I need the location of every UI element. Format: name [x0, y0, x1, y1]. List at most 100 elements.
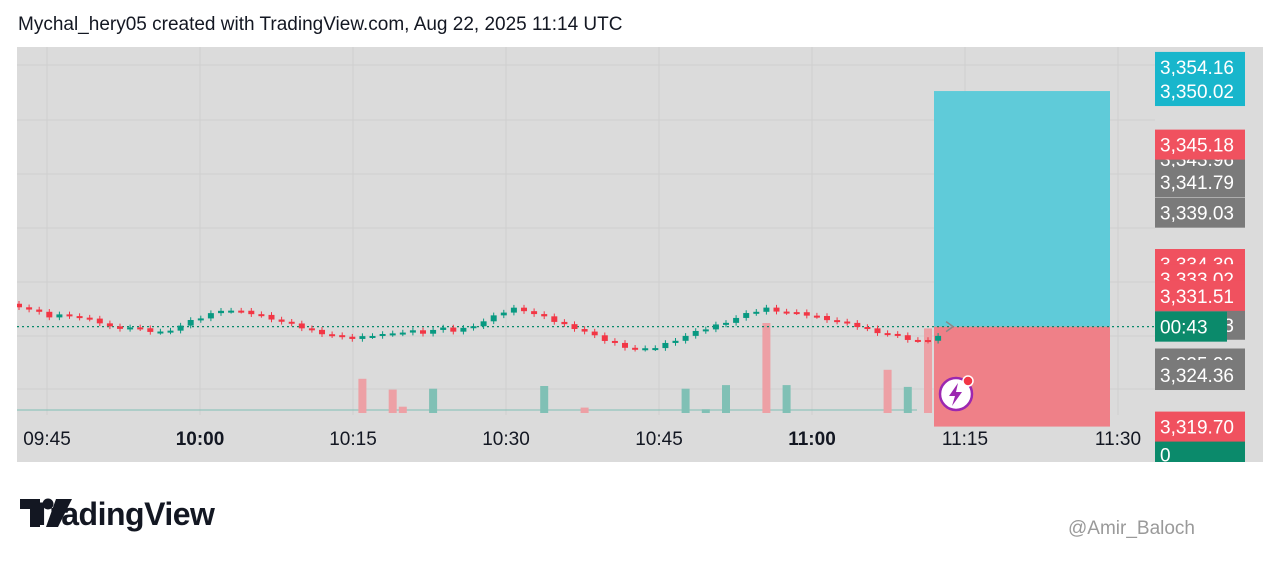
- price-label-partial: 3,354.16: [1160, 58, 1234, 79]
- candle: [86, 317, 93, 320]
- candle: [137, 327, 144, 330]
- candle: [197, 318, 204, 321]
- candle: [894, 333, 901, 336]
- candle: [531, 311, 538, 315]
- candle: [238, 310, 245, 313]
- price-label: 3,339.03: [1160, 204, 1234, 225]
- candle: [379, 334, 386, 337]
- candle: [409, 330, 416, 333]
- price-label: 3,341.79: [1160, 173, 1234, 194]
- stop-zone: [934, 326, 1110, 427]
- candle: [359, 336, 366, 339]
- candle: [56, 314, 63, 318]
- candle: [187, 320, 194, 326]
- countdown-bg: [1155, 311, 1227, 342]
- x-tick-label: 10:00: [176, 429, 225, 450]
- candle: [167, 330, 174, 333]
- candle: [521, 307, 527, 312]
- price-label: 3,331.51: [1160, 287, 1234, 308]
- candle: [581, 329, 588, 332]
- candle: [773, 307, 780, 312]
- candle: [207, 313, 214, 319]
- countdown-label: 00:43: [1160, 318, 1208, 339]
- candle: [642, 348, 649, 351]
- candle: [298, 323, 305, 329]
- x-tick-label: 11:30: [1095, 429, 1141, 450]
- candle: [460, 327, 467, 332]
- candle: [450, 327, 457, 332]
- candle: [884, 333, 891, 336]
- long-position-tool: [934, 91, 1110, 427]
- candle: [177, 325, 184, 331]
- x-tick-label: 10:15: [329, 429, 377, 450]
- x-tick-label: 11:00: [788, 429, 836, 450]
- volume-bar: [398, 406, 407, 413]
- volume-bar: [681, 388, 690, 413]
- candle: [723, 322, 729, 325]
- candle: [36, 309, 43, 312]
- price-label-partial: 0: [1160, 445, 1171, 462]
- x-tick-label: 10:30: [482, 429, 530, 450]
- price-label-bg: [1155, 129, 1245, 160]
- candle: [17, 303, 22, 308]
- candle: [864, 327, 871, 330]
- candle: [591, 331, 598, 336]
- candle: [278, 319, 285, 322]
- candle: [349, 336, 356, 339]
- candle: [925, 340, 931, 343]
- candle: [399, 332, 406, 335]
- candle: [228, 310, 235, 313]
- candle: [904, 335, 911, 340]
- volume-bar: [762, 323, 771, 413]
- candlestick-chart[interactable]: 09:45 10:00 10:15 10:30 10:45 11:00 11:15 11:30…: [17, 47, 1263, 462]
- candle: [430, 329, 437, 334]
- candle: [793, 312, 800, 315]
- candle: [783, 311, 790, 314]
- candle: [753, 311, 760, 314]
- candle: [500, 312, 507, 316]
- candle: [551, 316, 558, 322]
- price-label: 3,350.02: [1160, 82, 1234, 103]
- volume-bar: [540, 386, 549, 413]
- candle: [117, 326, 123, 329]
- price-label-bg: [1155, 411, 1245, 442]
- candle: [339, 335, 346, 338]
- candle: [218, 310, 224, 314]
- candle: [329, 334, 336, 337]
- candle: [692, 330, 699, 336]
- candle: [66, 314, 73, 317]
- lightning-icon[interactable]: [938, 375, 974, 412]
- candle: [712, 324, 719, 330]
- candle: [288, 321, 295, 324]
- candle: [157, 331, 164, 334]
- candle: [702, 329, 709, 332]
- candle: [672, 340, 679, 343]
- candle: [682, 335, 689, 341]
- x-axis: 09:45 10:00 10:15 10:30 10:45 11:00 11:15 11:30: [23, 429, 1141, 450]
- price-label-partial-bg: [1155, 439, 1245, 462]
- candle: [632, 347, 639, 350]
- candle: [813, 315, 820, 318]
- candle: [874, 328, 881, 334]
- price-axis: 3,354.163,343.963,328.733,325.9003,350.0…: [1155, 51, 1245, 462]
- tradingview-logo[interactable]: TradingView: [20, 496, 215, 533]
- candle: [824, 315, 830, 321]
- chevron-right-icon: [945, 321, 955, 333]
- volume-bar: [580, 407, 589, 413]
- candle: [571, 324, 578, 330]
- x-tick-label: 09:45: [23, 429, 71, 450]
- candle: [248, 310, 255, 315]
- candle: [662, 342, 669, 349]
- candle: [46, 311, 53, 318]
- candle: [26, 307, 33, 310]
- chart-area[interactable]: 09:45 10:00 10:15 10:30 10:45 11:00 11:15 11:30…: [17, 47, 1263, 462]
- price-label: 3,324.36: [1160, 366, 1234, 387]
- watermark: @Amir_Baloch: [1068, 518, 1195, 539]
- candle: [743, 313, 750, 318]
- candle: [763, 307, 770, 312]
- price-label: 3,345.18: [1160, 136, 1234, 157]
- candle: [803, 312, 810, 316]
- candle: [622, 342, 628, 348]
- candle: [854, 322, 861, 328]
- candle: [541, 314, 548, 317]
